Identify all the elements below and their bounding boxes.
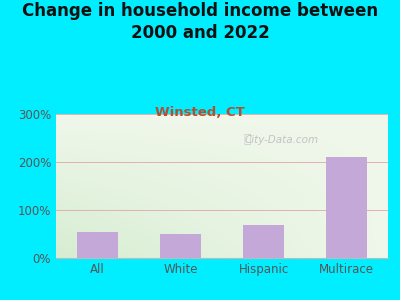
Text: Change in household income between
2000 and 2022: Change in household income between 2000 … (22, 2, 378, 42)
Bar (160, 234, 201, 258)
Bar (326, 157, 367, 258)
Bar (77, 232, 118, 258)
Bar (243, 225, 284, 258)
Text: Winsted, CT: Winsted, CT (155, 106, 245, 119)
Text: ⦾: ⦾ (243, 134, 251, 146)
Text: City-Data.com: City-Data.com (245, 135, 319, 145)
